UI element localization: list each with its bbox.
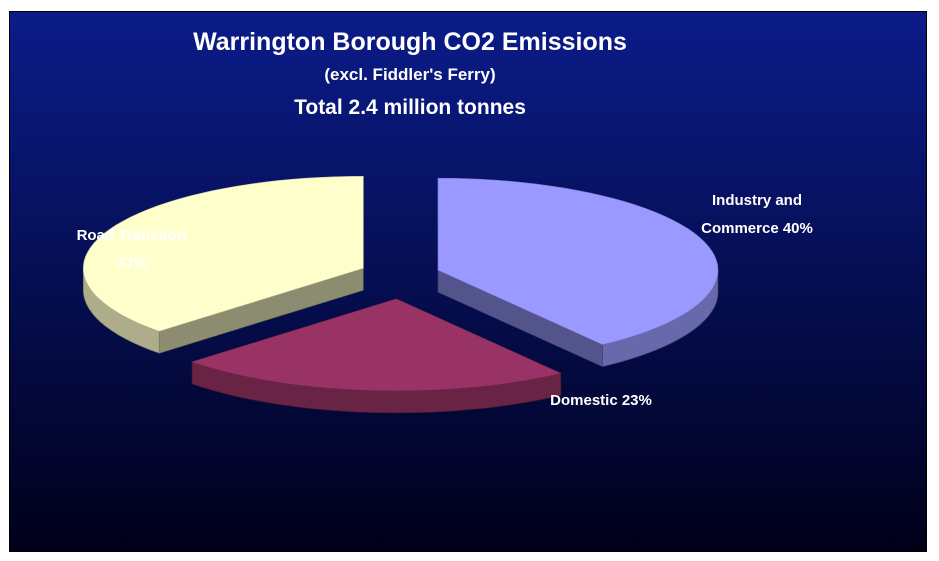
- slice-domestic-top: [191, 298, 562, 392]
- chart-subtitle: (excl. Fiddler's Ferry): [324, 65, 495, 84]
- slice-domestic: [191, 298, 562, 414]
- chart-total: Total 2.4 million tonnes: [294, 96, 526, 119]
- label-industry-line2: Commerce 40%: [701, 220, 813, 237]
- pie-chart: Warrington Borough CO2 Emissions (excl. …: [10, 12, 926, 551]
- slices-layer: [83, 175, 719, 414]
- label-road-line2: 37%: [117, 255, 147, 272]
- slice-industry-and-commerce-top: [437, 177, 719, 345]
- label-road-line1: Road Transport: [77, 227, 188, 244]
- chart-title: Warrington Borough CO2 Emissions: [193, 28, 627, 56]
- slice-road-transport-top: [83, 175, 364, 332]
- chart-frame: Warrington Borough CO2 Emissions (excl. …: [9, 11, 927, 552]
- slice-industry-and-commerce: [437, 177, 719, 368]
- slice-road-transport: [83, 175, 364, 354]
- label-industry-line1: Industry and: [712, 192, 802, 209]
- label-domestic: Domestic 23%: [550, 392, 652, 409]
